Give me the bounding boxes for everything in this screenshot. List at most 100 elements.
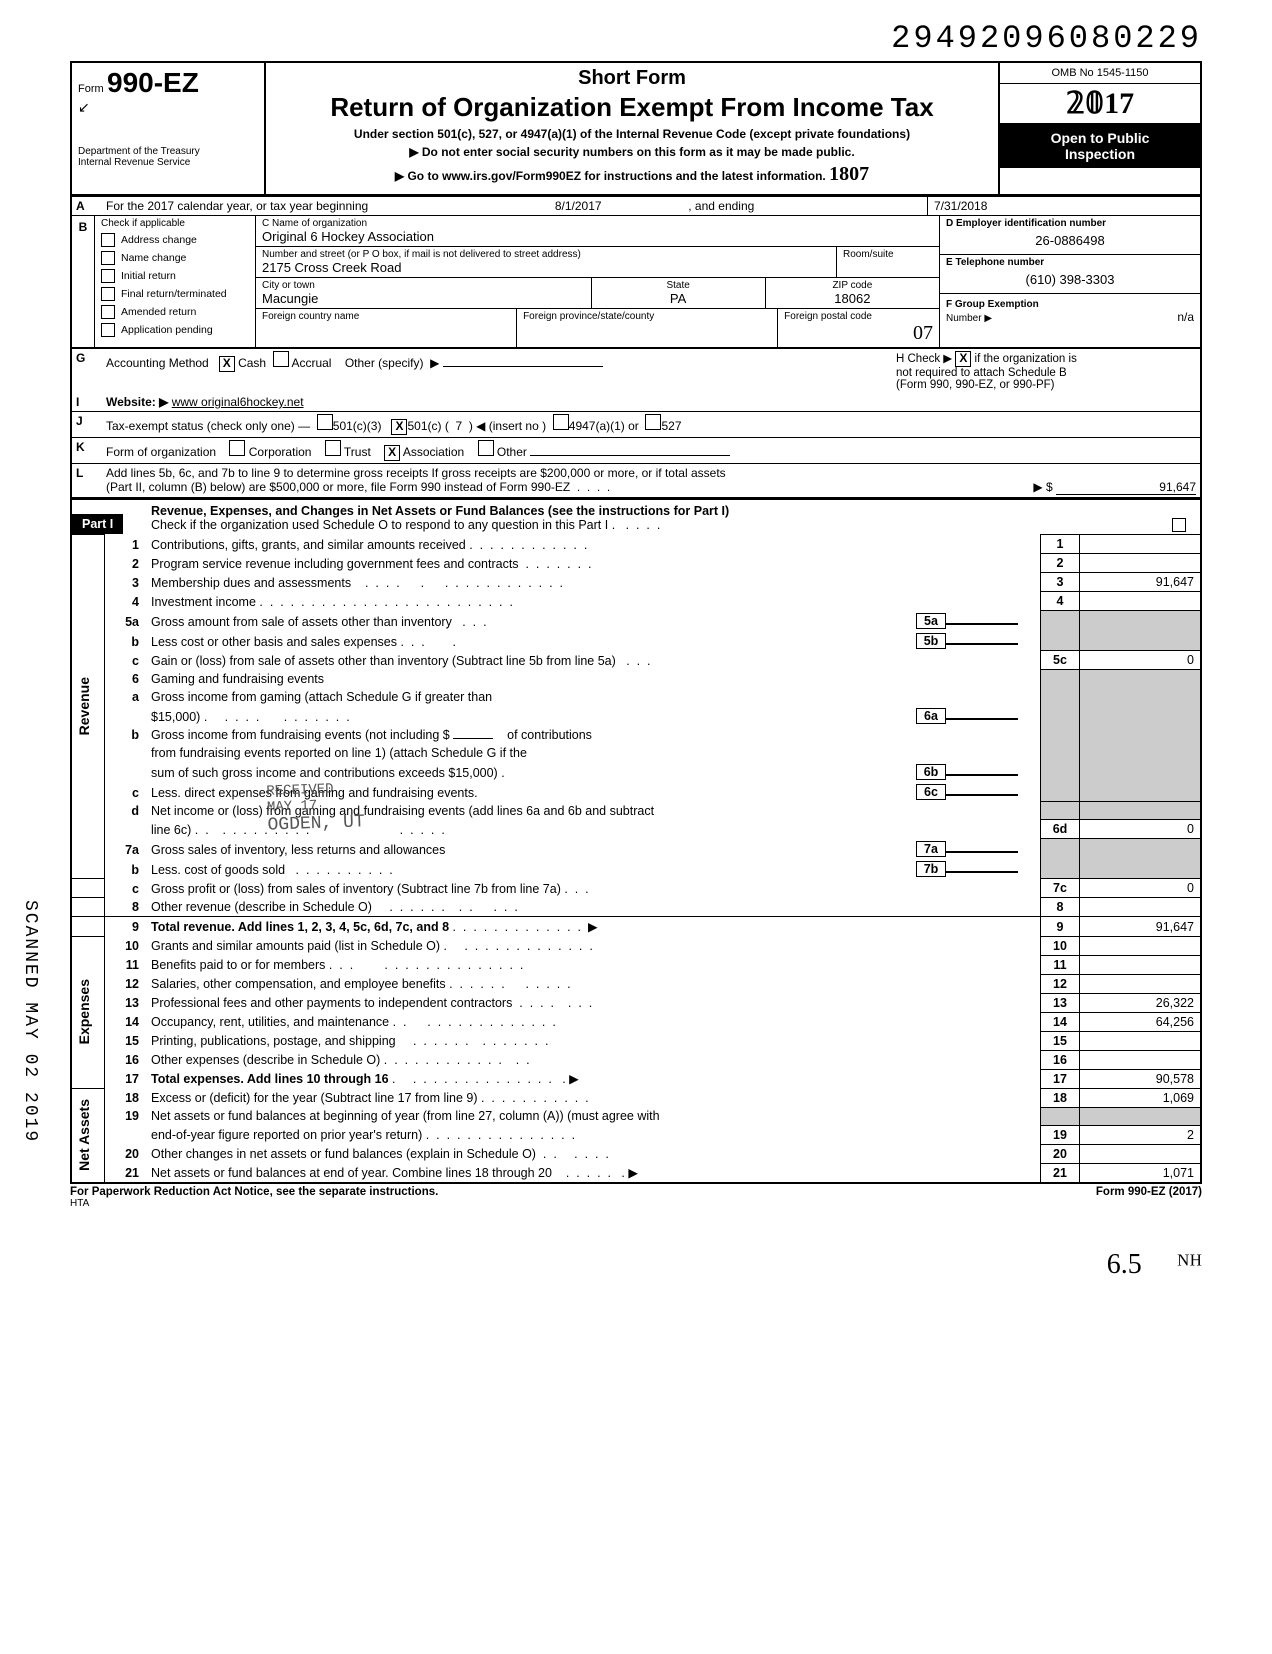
ln11-box: 11 — [1041, 955, 1080, 974]
ln18-box: 18 — [1041, 1088, 1080, 1107]
checkbox-accrual[interactable] — [273, 351, 289, 367]
ln16-amt — [1080, 1050, 1202, 1069]
lbl-room: Room/suite — [843, 249, 933, 260]
dept-irs: Internal Revenue Service — [78, 157, 258, 168]
ln5c-box: 5c — [1041, 651, 1080, 670]
ln6d-amt: 0 — [1080, 820, 1202, 839]
tax-year-end: 7/31/2018 — [927, 197, 1200, 215]
ln6-num: 6 — [105, 670, 148, 688]
lbl-pending: Application pending — [121, 324, 213, 336]
checkbox-4947[interactable] — [553, 414, 569, 430]
checkbox-527[interactable] — [645, 414, 661, 430]
ln19-box: 19 — [1041, 1125, 1080, 1144]
checkbox-initial[interactable] — [101, 269, 115, 283]
ln7a-num: 7a — [105, 839, 148, 859]
ln11-num: 11 — [105, 955, 148, 974]
dept-treasury: Department of the Treasury — [78, 146, 258, 157]
checkbox-schedule-o[interactable] — [1172, 518, 1186, 532]
part-i-label: Part I — [72, 514, 123, 534]
checkbox-name[interactable] — [101, 251, 115, 265]
lbl-trust: Trust — [344, 445, 371, 459]
ln18-amt: 1,069 — [1080, 1088, 1202, 1107]
ln10-amt — [1080, 936, 1202, 955]
ln15-amt — [1080, 1031, 1202, 1050]
ln7c-desc: Gross profit or (loss) from sales of inv… — [151, 882, 561, 896]
i-website-lbl: Website: ▶ — [106, 395, 168, 409]
501c-num: 7 — [455, 419, 462, 433]
ln12-amt — [1080, 974, 1202, 993]
ln7c-box: 7c — [1041, 879, 1080, 898]
checkbox-final[interactable] — [101, 287, 115, 301]
ln5b-ibox: 5b — [916, 633, 946, 649]
ln7b-num: b — [105, 859, 148, 879]
lbl-501c: 501(c) ( — [407, 419, 448, 433]
h-text3: not required to attach Schedule B — [896, 367, 1067, 379]
ln2-box: 2 — [1041, 554, 1080, 573]
checkbox-pending[interactable] — [101, 323, 115, 337]
ln8-desc: Other revenue (describe in Schedule O) — [151, 900, 372, 914]
checkbox-other-org[interactable] — [478, 440, 494, 456]
gross-receipts: 91,647 — [1056, 480, 1196, 495]
ln13-desc: Professional fees and other payments to … — [151, 996, 512, 1010]
ln5b-desc: Less cost or other basis and sales expen… — [151, 635, 397, 649]
ln6b-desc4: sum of such gross income and contributio… — [151, 766, 498, 780]
ln13-box: 13 — [1041, 993, 1080, 1012]
sub-ssn: Do not enter social security numbers on … — [272, 145, 992, 159]
ln14-amt: 64,256 — [1080, 1012, 1202, 1031]
group-exemption: n/a — [1177, 310, 1194, 324]
ln12-num: 12 — [105, 974, 148, 993]
checkbox-amended[interactable] — [101, 305, 115, 319]
label-I: I — [72, 393, 102, 411]
k-text: Form of organization — [106, 445, 216, 459]
label-K: K — [72, 438, 102, 463]
checkbox-trust[interactable] — [325, 440, 341, 456]
ln18-desc: Excess or (deficit) for the year (Subtra… — [151, 1091, 478, 1105]
ln6c-num: c — [105, 782, 148, 802]
ln1-amt — [1080, 535, 1202, 554]
checkbox-h[interactable]: X — [955, 351, 971, 367]
lbl-corp: Corporation — [249, 445, 312, 459]
ln6d-num: d — [105, 802, 148, 820]
ln7c-amt: 0 — [1080, 879, 1202, 898]
checkbox-corp[interactable] — [229, 440, 245, 456]
ln20-num: 20 — [105, 1144, 148, 1163]
h-text2: if the organization is — [975, 353, 1077, 365]
ln9-num: 9 — [105, 917, 148, 937]
ln19-desc2: end-of-year figure reported on prior yea… — [151, 1128, 422, 1142]
ln4-num: 4 — [105, 592, 148, 611]
label-J: J — [72, 412, 102, 437]
lbl-name-change: Name change — [121, 252, 186, 264]
ln6a-desc: Gross income from gaming (attach Schedul… — [151, 690, 492, 704]
ln1-box: 1 — [1041, 535, 1080, 554]
ln18-num: 18 — [105, 1088, 148, 1107]
form-prefix: Form — [78, 83, 104, 95]
ln12-box: 12 — [1041, 974, 1080, 993]
ln16-box: 16 — [1041, 1050, 1080, 1069]
lbl-fprov: Foreign province/state/county — [523, 311, 771, 322]
checkbox-501c[interactable]: X — [391, 419, 407, 435]
ln1-num: 1 — [105, 535, 148, 554]
ln6d-box: 6d — [1041, 820, 1080, 839]
lbl-d-ein: D Employer identification number — [946, 218, 1194, 229]
h-check: H Check ▶ — [896, 353, 952, 365]
ln5c-num: c — [105, 651, 148, 670]
ln21-box: 21 — [1041, 1163, 1080, 1183]
checkbox-assoc[interactable]: X — [384, 445, 400, 461]
checkbox-address[interactable] — [101, 233, 115, 247]
side-revenue: Revenue — [76, 677, 92, 735]
tax-year-begin: 8/1/2017 — [555, 199, 602, 213]
l-text2: (Part II, column (B) below) are $500,000… — [106, 480, 570, 494]
ln3-amt: 91,647 — [1080, 573, 1202, 592]
ln15-box: 15 — [1041, 1031, 1080, 1050]
ln7c-num: c — [105, 879, 148, 898]
sub-under-section: Under section 501(c), 527, or 4947(a)(1)… — [272, 127, 992, 141]
ln5b-num: b — [105, 631, 148, 651]
row-a-text: For the 2017 calendar year, or tax year … — [106, 199, 368, 213]
ln6a-desc2: $15,000) . — [151, 710, 207, 724]
ln6d-desc: Net income or (loss) from gaming and fun… — [151, 804, 654, 818]
checkbox-cash[interactable]: X — [219, 356, 235, 372]
title-short-form: Short Form — [272, 67, 992, 90]
ln8-box: 8 — [1041, 898, 1080, 917]
ln21-desc: Net assets or fund balances at end of ye… — [151, 1166, 552, 1180]
checkbox-501c3[interactable] — [317, 414, 333, 430]
